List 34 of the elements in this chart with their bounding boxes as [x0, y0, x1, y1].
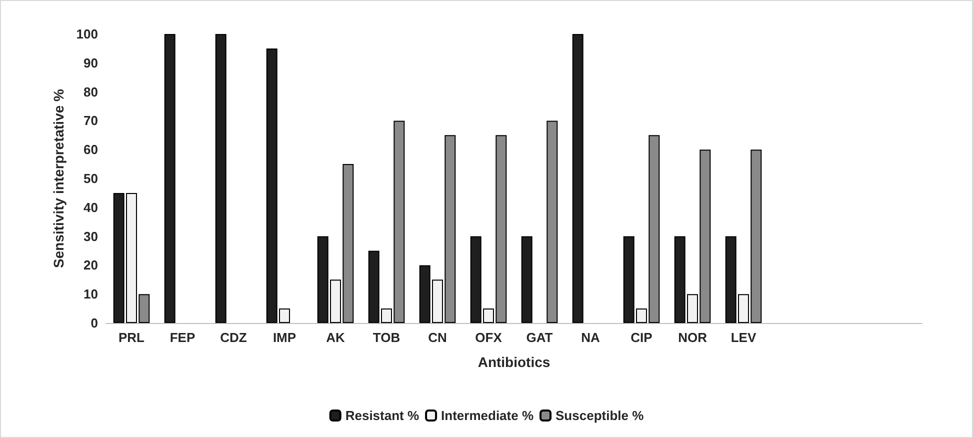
y-tick-label: 90 — [84, 55, 98, 70]
x-axis-title: Antibiotics — [478, 354, 550, 370]
legend-label: Intermediate % — [441, 408, 534, 423]
x-tick-label: CIP — [630, 330, 653, 345]
x-tick-label: PRL — [118, 330, 145, 345]
legend-label: Resistant % — [345, 408, 420, 423]
x-tick-label: TOB — [372, 330, 400, 345]
x-tick-label: NOR — [678, 330, 708, 345]
bar — [164, 34, 176, 323]
y-tick-label: 40 — [84, 200, 98, 215]
bar — [215, 34, 226, 323]
y-tick-label: 30 — [84, 228, 98, 244]
x-tick-label: FEP — [170, 330, 196, 345]
bar — [546, 120, 558, 323]
bar — [521, 236, 532, 323]
x-tick-label: AK — [326, 330, 346, 345]
y-tick-label: 0 — [90, 316, 98, 330]
x-tick-label: CN — [428, 330, 447, 345]
y-tick-label: 10 — [84, 286, 98, 302]
x-tick-label: NA — [581, 330, 600, 345]
y-tick-label: 60 — [84, 142, 98, 158]
legend-label: Susceptible % — [556, 408, 644, 423]
x-tick-label: CDZ — [220, 330, 247, 345]
y-tick-label: 70 — [84, 113, 98, 128]
x-tick-label: LEV — [730, 330, 756, 345]
y-tick-label: 100 — [76, 26, 98, 42]
y-tick-label: 20 — [84, 258, 98, 273]
x-tick-label: OFX — [475, 330, 502, 345]
x-tick-label: GAT — [526, 330, 553, 345]
y-tick-label: 80 — [84, 84, 98, 100]
y-tick-label: 50 — [84, 171, 98, 186]
y-axis-title: Sensitivity interpretative % — [50, 88, 66, 268]
bar — [572, 34, 584, 323]
x-tick-label: IMP — [272, 330, 296, 345]
